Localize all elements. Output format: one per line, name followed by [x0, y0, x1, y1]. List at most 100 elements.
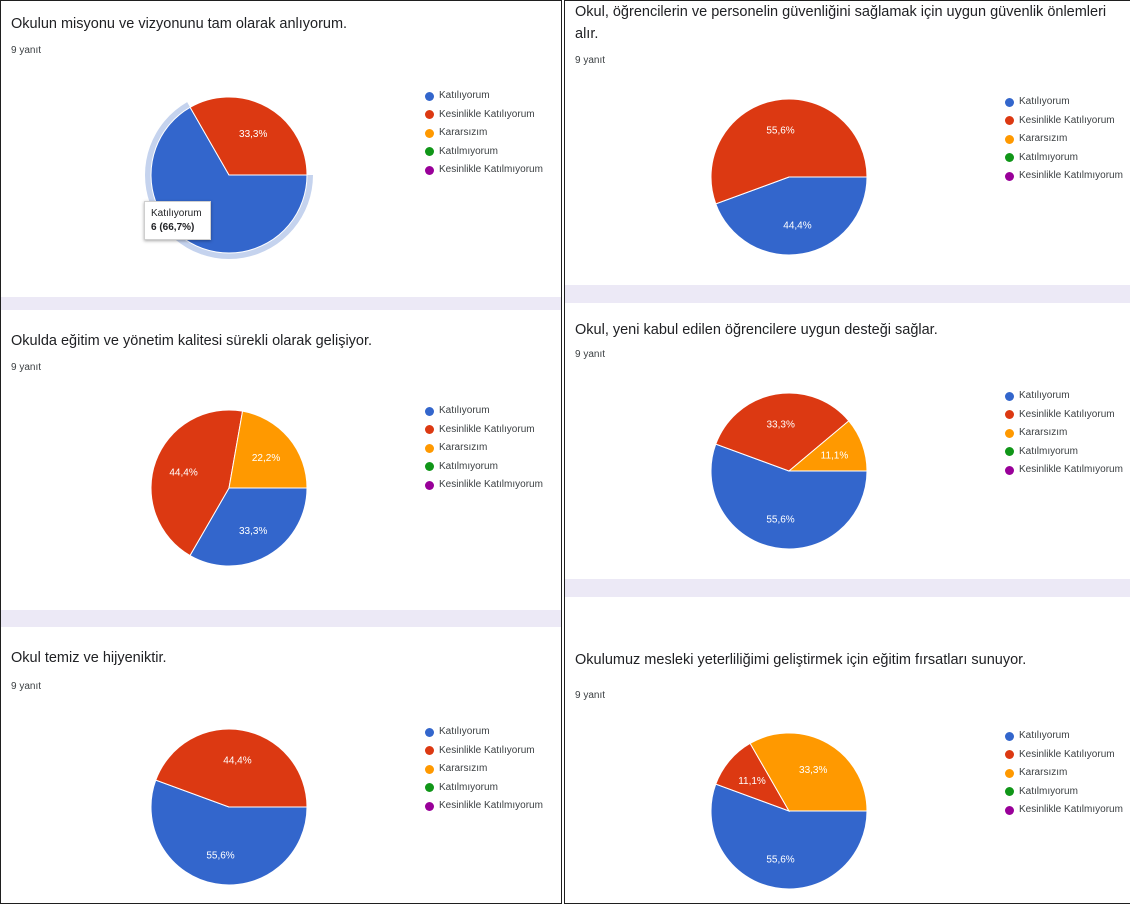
pie-slice[interactable]: [715, 176, 868, 256]
legend-dot-icon: [1005, 465, 1014, 475]
legend-item[interactable]: Katılmıyorum: [1005, 443, 1123, 462]
legend-label: Katılıyorum: [439, 405, 490, 416]
legend-dot-icon: [1005, 153, 1014, 163]
legend-dot-icon: [1005, 768, 1014, 778]
legend-item[interactable]: Kesinlikle Katılıyorum: [1005, 406, 1123, 425]
legend-dot-icon: [1005, 428, 1014, 438]
legend-label: Katılıyorum: [1019, 730, 1070, 741]
pie-slice[interactable]: [749, 732, 868, 812]
pie-slice[interactable]: [189, 96, 308, 176]
legend-item[interactable]: Kesinlikle Katılmıyorum: [425, 476, 543, 495]
legend-item[interactable]: Kararsızım: [425, 124, 543, 143]
tooltip-value: 6 (66,7%): [151, 222, 195, 233]
legend-dot-icon: [425, 147, 434, 157]
legend-item[interactable]: Kesinlikle Katılmıyorum: [425, 797, 543, 816]
legend-label: Kesinlikle Katılıyorum: [439, 108, 535, 120]
legend-dot-icon: [425, 783, 434, 793]
legend-label: Kararsızım: [439, 442, 488, 453]
legend-dot-icon: [425, 425, 434, 435]
question-title: Okul, öğrencilerin ve personelin güvenli…: [575, 4, 1107, 42]
legend-item[interactable]: Katılmıyorum: [1005, 783, 1123, 802]
pie-slice[interactable]: [150, 409, 244, 557]
response-count: 9 yanıt: [575, 55, 606, 66]
question-title: Okulda eğitim ve yönetim kalitesi sürekl…: [11, 333, 373, 349]
question-card-hygiene: Okul temiz ve hijyeniktir. 9 yanıt 55,6%…: [1, 627, 561, 903]
legend-item[interactable]: Kesinlikle Katılıyorum: [1005, 746, 1123, 765]
chart-legend: Katılıyorum Kesinlikle Katılıyorum Kararsı…: [425, 723, 543, 816]
legend-label: Katılmıyorum: [1019, 785, 1078, 797]
legend-dot-icon: [1005, 731, 1014, 741]
legend-dot-icon: [425, 91, 434, 101]
tooltip-label: Katılıyorum: [151, 208, 202, 219]
legend-item[interactable]: Kesinlikle Katılmıyorum: [1005, 461, 1123, 480]
response-count: 9 yanıt: [11, 681, 42, 692]
legend-item[interactable]: Kararsızım: [425, 439, 543, 458]
legend-item[interactable]: Kesinlikle Katılıyorum: [425, 106, 543, 125]
legend-item[interactable]: Kesinlikle Katılmıyorum: [1005, 167, 1123, 186]
pie-slice[interactable]: [710, 98, 868, 205]
legend-dot-icon: [1005, 410, 1014, 420]
pie-slice[interactable]: [228, 410, 308, 489]
legend-item[interactable]: Katılıyorum: [425, 402, 543, 421]
pie-slice[interactable]: [787, 420, 868, 472]
pie-chart-quality[interactable]: 33,3% 44,4% 22,2%: [141, 400, 321, 580]
pie-chart-new-students[interactable]: 55,6% 33,3% 11,1%: [701, 383, 881, 563]
legend-item[interactable]: Katılıyorum: [1005, 93, 1123, 112]
pie-chart-mission-vision[interactable]: 33,3%: [141, 87, 321, 267]
pie-chart-professional-development[interactable]: 55,6% 11,1% 33,3%: [701, 723, 881, 903]
legend-item[interactable]: Kararsızım: [1005, 424, 1123, 443]
question-title: Okulumuz mesleki yeterliliğimi geliştirm…: [575, 652, 1027, 668]
chart-legend: Katılıyorum Kesinlikle Katılıyorum Kararsı…: [1005, 727, 1123, 820]
legend-item[interactable]: Katılmıyorum: [425, 779, 543, 798]
pie-slice[interactable]: [150, 779, 308, 886]
legend-item[interactable]: Katılmıyorum: [1005, 149, 1123, 168]
legend-item[interactable]: Kararsızım: [425, 760, 543, 779]
slice-label: 33,3%: [239, 526, 267, 537]
legend-dot-icon: [1005, 171, 1014, 181]
slice-label: 44,4%: [783, 221, 811, 232]
pie-chart-hygiene[interactable]: 55,6% 44,4%: [141, 719, 321, 899]
legend-item[interactable]: Kararsızım: [1005, 130, 1123, 149]
legend-label: Katılmıyorum: [439, 145, 498, 157]
legend-item[interactable]: Katılıyorum: [1005, 727, 1123, 746]
pie-slice[interactable]: [715, 392, 850, 472]
legend-dot-icon: [1005, 787, 1014, 797]
legend-label: Katılmıyorum: [1019, 151, 1078, 163]
legend-item[interactable]: Kesinlikle Katılmıyorum: [1005, 801, 1123, 820]
legend-label: Katılıyorum: [1019, 96, 1070, 107]
pie-slice[interactable]: [710, 443, 868, 550]
pie-slice[interactable]: [710, 783, 868, 890]
legend-item[interactable]: Katılıyorum: [1005, 387, 1123, 406]
legend-item[interactable]: Katılıyorum: [425, 723, 543, 742]
legend-label: Katılmıyorum: [439, 460, 498, 472]
slice-label: 22,2%: [252, 453, 280, 464]
legend-dot-icon: [1005, 447, 1014, 457]
legend-item[interactable]: Kesinlikle Katılıyorum: [425, 421, 543, 440]
response-count: 9 yanıt: [11, 362, 42, 373]
legend-dot-icon: [1005, 805, 1014, 815]
legend-item[interactable]: Katılmıyorum: [425, 458, 543, 477]
pie-slice[interactable]: [189, 487, 308, 567]
slice-label: 44,4%: [223, 755, 251, 766]
legend-item[interactable]: Kesinlikle Katılmıyorum: [425, 161, 543, 180]
legend-label: Kararsızım: [1019, 427, 1068, 438]
question-card-mission-vision: Okulun misyonu ve vizyonunu tam olarak a…: [1, 1, 561, 297]
slice-label: 11,1%: [821, 450, 849, 461]
legend-item[interactable]: Katılıyorum: [425, 87, 543, 106]
legend-item[interactable]: Katılmıyorum: [425, 143, 543, 162]
legend-item[interactable]: Kesinlikle Katılıyorum: [425, 742, 543, 761]
legend-dot-icon: [425, 128, 434, 138]
legend-label: Kesinlikle Katılmıyorum: [1019, 804, 1123, 815]
question-card-quality: Okulda eğitim ve yönetim kalitesi sürekl…: [1, 310, 561, 610]
slice-label: 55,6%: [206, 851, 234, 862]
legend-dot-icon: [425, 746, 434, 756]
legend-item[interactable]: Kesinlikle Katılıyorum: [1005, 112, 1123, 131]
legend-label: Katılıyorum: [439, 90, 490, 101]
legend-label: Kesinlikle Katılmıyorum: [439, 479, 543, 490]
legend-item[interactable]: Kararsızım: [1005, 764, 1123, 783]
legend-dot-icon: [425, 764, 434, 774]
chart-legend: Katılıyorum Kesinlikle Katılıyorum Kararsı…: [425, 87, 543, 180]
legend-dot-icon: [425, 165, 434, 175]
pie-slice[interactable]: [155, 728, 308, 808]
pie-chart-security[interactable]: 44,4% 55,6%: [701, 89, 881, 269]
